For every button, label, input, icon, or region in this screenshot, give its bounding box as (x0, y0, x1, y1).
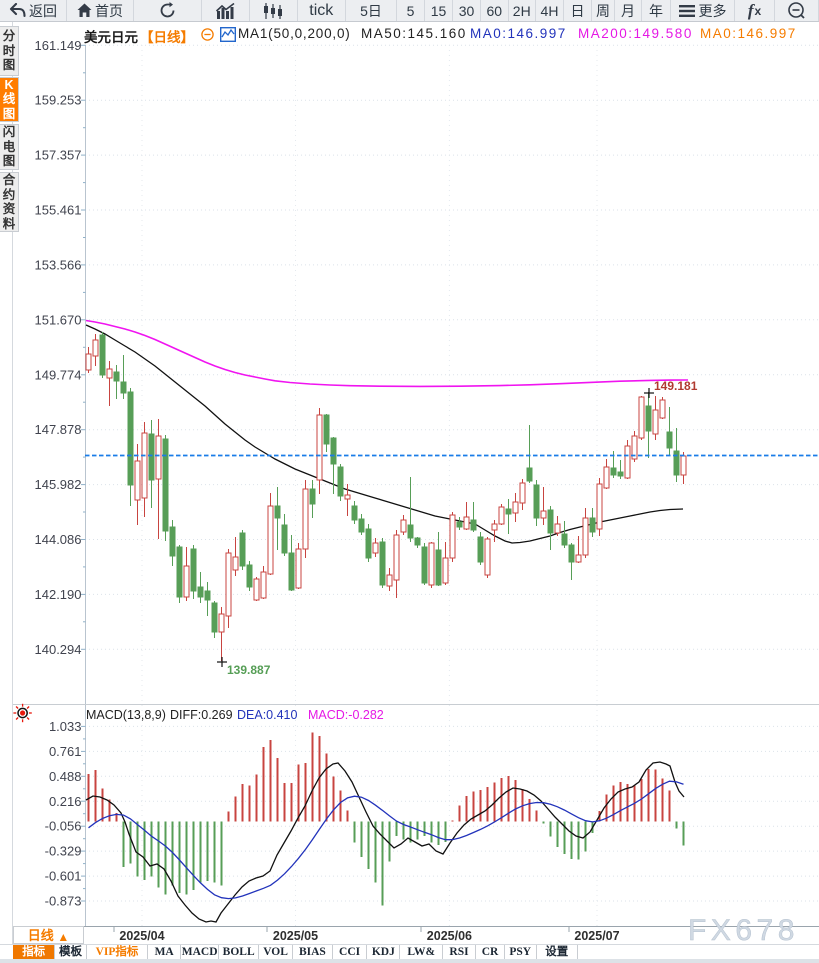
svg-text:FX678: FX678 (688, 914, 799, 947)
svg-text:MACD(13,8,9): MACD(13,8,9) (86, 708, 166, 722)
svg-text:-0.873: -0.873 (45, 894, 82, 909)
svg-text:151.670: 151.670 (35, 312, 82, 327)
svg-text:-0.329: -0.329 (45, 844, 82, 859)
svg-text:0.488: 0.488 (49, 769, 82, 784)
svg-text:149.181: 149.181 (654, 379, 698, 393)
svg-text:DEA:0.410: DEA:0.410 (237, 708, 298, 722)
svg-text:140.294: 140.294 (35, 642, 82, 657)
svg-text:2025/04: 2025/04 (119, 929, 164, 943)
svg-text:159.253: 159.253 (35, 93, 82, 108)
svg-text:142.190: 142.190 (35, 587, 82, 602)
svg-text:139.887: 139.887 (227, 663, 271, 677)
svg-text:0.761: 0.761 (49, 744, 82, 759)
svg-text:2025/06: 2025/06 (427, 929, 472, 943)
svg-text:DIFF:0.269: DIFF:0.269 (170, 708, 233, 722)
svg-text:155.461: 155.461 (35, 203, 82, 218)
svg-text:157.357: 157.357 (35, 148, 82, 163)
svg-text:0.216: 0.216 (49, 794, 82, 809)
svg-text:145.982: 145.982 (35, 477, 82, 492)
svg-text:153.566: 153.566 (35, 257, 82, 272)
svg-text:-0.601: -0.601 (45, 869, 82, 884)
svg-text:149.774: 149.774 (35, 367, 82, 382)
svg-text:2025/07: 2025/07 (574, 929, 619, 943)
svg-text:-0.056: -0.056 (45, 819, 82, 834)
svg-text:147.878: 147.878 (35, 422, 82, 437)
svg-text:161.149: 161.149 (35, 38, 82, 53)
svg-text:1.033: 1.033 (49, 719, 82, 734)
svg-text:MACD:-0.282: MACD:-0.282 (308, 708, 384, 722)
svg-text:2025/05: 2025/05 (273, 929, 318, 943)
svg-text:144.086: 144.086 (35, 532, 82, 547)
